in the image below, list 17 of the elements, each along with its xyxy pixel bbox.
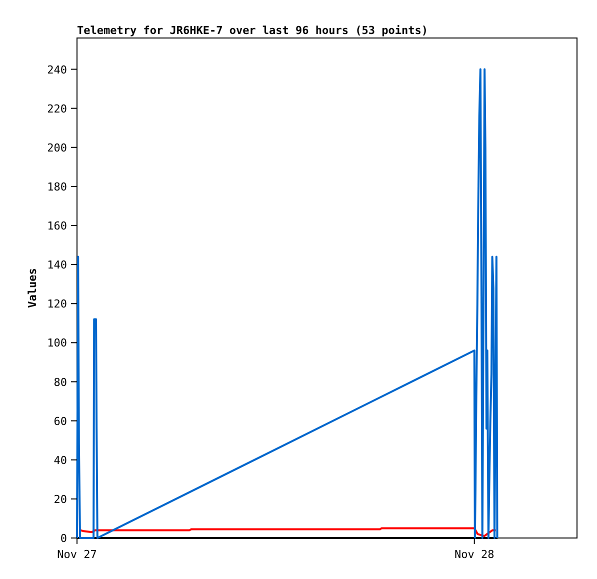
y-tick-label: 80	[54, 376, 67, 389]
y-tick-label: 240	[47, 63, 67, 76]
chart-title: Telemetry for JR6HKE-7 over last 96 hours (53 points)	[77, 24, 428, 37]
y-tick-label: 160	[47, 220, 67, 232]
y-tick-label: 120	[47, 298, 67, 311]
y-tick-label: 180	[47, 180, 67, 194]
y-tick-label: 220	[47, 102, 67, 116]
y-tick-label: 140	[47, 258, 67, 272]
y-tick-label: 60	[54, 414, 67, 428]
y-tick-label: 100	[47, 336, 67, 350]
y-tick-label: 20	[54, 492, 67, 506]
x-tick-label: Nov 28	[454, 548, 494, 561]
y-axis-title: Values	[26, 268, 39, 308]
x-tick-label: Nov 27	[57, 548, 97, 561]
y-tick-label: 0	[60, 532, 67, 545]
y-tick-label: 40	[54, 454, 67, 467]
y-tick-label: 200	[47, 141, 67, 154]
